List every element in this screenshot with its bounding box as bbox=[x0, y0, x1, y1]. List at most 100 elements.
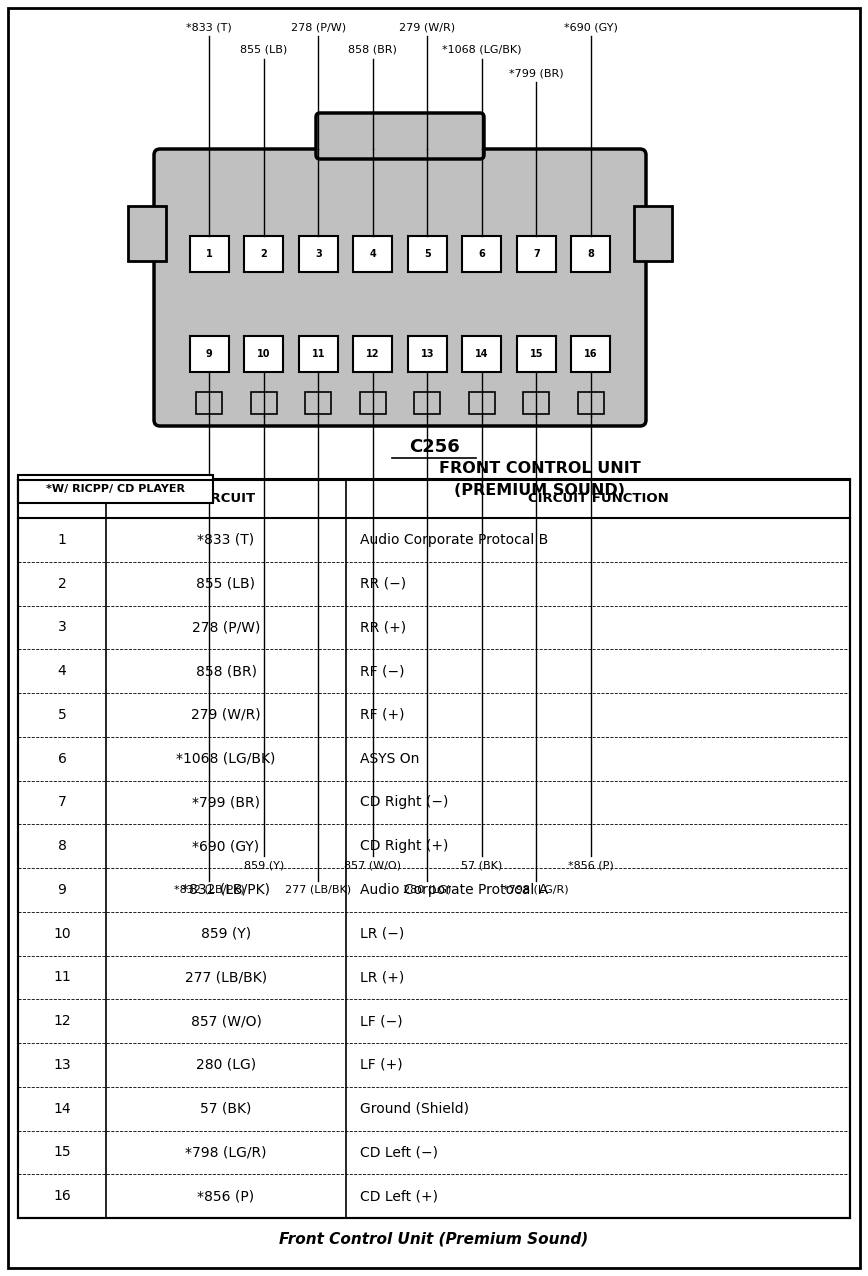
Text: Front Control Unit (Premium Sound): Front Control Unit (Premium Sound) bbox=[279, 1231, 589, 1245]
Text: LF (−): LF (−) bbox=[360, 1014, 403, 1028]
Text: CD Right (+): CD Right (+) bbox=[360, 840, 449, 854]
Text: 1: 1 bbox=[206, 249, 213, 259]
Bar bbox=[251, 392, 277, 413]
Bar bbox=[18, 475, 213, 503]
Text: *799 (BR): *799 (BR) bbox=[509, 68, 563, 78]
Text: 857 (W/O): 857 (W/O) bbox=[191, 1014, 261, 1028]
Text: 3: 3 bbox=[57, 620, 66, 634]
Text: 278 (P/W): 278 (P/W) bbox=[192, 620, 260, 634]
Bar bbox=[128, 205, 166, 262]
Bar bbox=[299, 236, 338, 272]
Text: LR (−): LR (−) bbox=[360, 926, 404, 940]
Text: *690 (GY): *690 (GY) bbox=[564, 22, 618, 32]
Text: 855 (LB): 855 (LB) bbox=[240, 45, 287, 55]
Text: 279 (W/R): 279 (W/R) bbox=[191, 708, 260, 722]
Text: 3: 3 bbox=[315, 249, 322, 259]
Bar bbox=[571, 337, 610, 373]
Text: 15: 15 bbox=[53, 1146, 71, 1160]
Bar bbox=[299, 337, 338, 373]
Text: 858 (BR): 858 (BR) bbox=[348, 45, 398, 55]
Text: 11: 11 bbox=[312, 350, 325, 360]
Text: Ground (Shield): Ground (Shield) bbox=[360, 1101, 469, 1115]
Text: 6: 6 bbox=[478, 249, 485, 259]
Text: *798 (LG/R): *798 (LG/R) bbox=[185, 1146, 266, 1160]
Text: *799 (BR): *799 (BR) bbox=[192, 795, 260, 809]
Bar bbox=[306, 392, 331, 413]
Text: *833 (T): *833 (T) bbox=[197, 533, 254, 547]
Text: C256: C256 bbox=[409, 438, 459, 456]
Text: 1: 1 bbox=[57, 533, 67, 547]
Text: 16: 16 bbox=[584, 350, 597, 360]
Bar bbox=[18, 480, 850, 518]
FancyBboxPatch shape bbox=[154, 149, 646, 426]
Text: *690 (GY): *690 (GY) bbox=[193, 840, 260, 854]
Text: 13: 13 bbox=[420, 350, 434, 360]
Text: 16: 16 bbox=[53, 1189, 71, 1203]
Bar bbox=[516, 236, 556, 272]
Text: CD Left (−): CD Left (−) bbox=[360, 1146, 438, 1160]
Text: Audio Corporate Protocal A: Audio Corporate Protocal A bbox=[360, 883, 548, 897]
Text: 10: 10 bbox=[53, 926, 71, 940]
Text: 12: 12 bbox=[366, 350, 379, 360]
Text: 7: 7 bbox=[57, 795, 66, 809]
Text: 2: 2 bbox=[57, 577, 66, 591]
Text: RF (+): RF (+) bbox=[360, 708, 404, 722]
Bar bbox=[408, 337, 447, 373]
Bar bbox=[244, 337, 283, 373]
Text: 855 (LB): 855 (LB) bbox=[196, 577, 255, 591]
Bar bbox=[578, 392, 603, 413]
Text: *832 (LB/PK): *832 (LB/PK) bbox=[182, 883, 270, 897]
Text: CIRCUIT: CIRCUIT bbox=[196, 493, 255, 505]
Text: 4: 4 bbox=[57, 664, 66, 678]
Text: LF (+): LF (+) bbox=[360, 1058, 403, 1072]
Text: *798 (LG/R): *798 (LG/R) bbox=[503, 886, 569, 894]
Text: RR (+): RR (+) bbox=[360, 620, 406, 634]
Text: 278 (P/W): 278 (P/W) bbox=[291, 22, 345, 32]
Text: 8: 8 bbox=[57, 840, 67, 854]
Text: ASYS On: ASYS On bbox=[360, 752, 419, 766]
Bar bbox=[415, 392, 440, 413]
Bar bbox=[189, 236, 229, 272]
Text: RF (−): RF (−) bbox=[360, 664, 404, 678]
Text: 12: 12 bbox=[53, 1014, 71, 1028]
Text: *856 (P): *856 (P) bbox=[568, 860, 614, 870]
Text: 15: 15 bbox=[529, 350, 543, 360]
Bar bbox=[571, 236, 610, 272]
Text: *833 (T): *833 (T) bbox=[187, 22, 232, 32]
Bar bbox=[360, 392, 385, 413]
Text: 11: 11 bbox=[53, 970, 71, 984]
FancyBboxPatch shape bbox=[316, 114, 484, 160]
Text: CD Left (+): CD Left (+) bbox=[360, 1189, 438, 1203]
Text: *W/ RICPP/ CD PLAYER: *W/ RICPP/ CD PLAYER bbox=[46, 484, 185, 494]
Bar bbox=[408, 236, 447, 272]
Text: 14: 14 bbox=[53, 1101, 71, 1115]
Text: 9: 9 bbox=[206, 350, 213, 360]
Bar bbox=[196, 392, 222, 413]
Bar bbox=[244, 236, 283, 272]
Text: *1068 (LG/BK): *1068 (LG/BK) bbox=[176, 752, 276, 766]
Bar bbox=[18, 480, 850, 1219]
Bar bbox=[516, 337, 556, 373]
Text: 858 (BR): 858 (BR) bbox=[195, 664, 257, 678]
Text: FRONT CONTROL UNIT: FRONT CONTROL UNIT bbox=[439, 461, 641, 476]
Text: 5: 5 bbox=[57, 708, 66, 722]
Text: 13: 13 bbox=[53, 1058, 71, 1072]
Text: *1068 (LG/BK): *1068 (LG/BK) bbox=[442, 45, 522, 55]
Text: 859 (Y): 859 (Y) bbox=[201, 926, 251, 940]
Text: RR (−): RR (−) bbox=[360, 577, 406, 591]
Text: (PREMIUM SOUND): (PREMIUM SOUND) bbox=[455, 484, 626, 498]
Text: 859 (Y): 859 (Y) bbox=[244, 860, 284, 870]
Text: 277 (LB/BK): 277 (LB/BK) bbox=[185, 970, 267, 984]
Text: 8: 8 bbox=[588, 249, 595, 259]
Text: 857 (W/O): 857 (W/O) bbox=[345, 860, 401, 870]
Bar bbox=[462, 236, 502, 272]
Text: *856 (P): *856 (P) bbox=[197, 1189, 254, 1203]
Text: *832 (LB/PK): *832 (LB/PK) bbox=[174, 886, 245, 894]
Bar bbox=[353, 236, 392, 272]
Text: LR (+): LR (+) bbox=[360, 970, 404, 984]
Bar bbox=[523, 392, 549, 413]
Bar bbox=[469, 392, 495, 413]
Text: 57 (BK): 57 (BK) bbox=[201, 1101, 252, 1115]
Text: 9: 9 bbox=[57, 883, 67, 897]
Text: 7: 7 bbox=[533, 249, 540, 259]
